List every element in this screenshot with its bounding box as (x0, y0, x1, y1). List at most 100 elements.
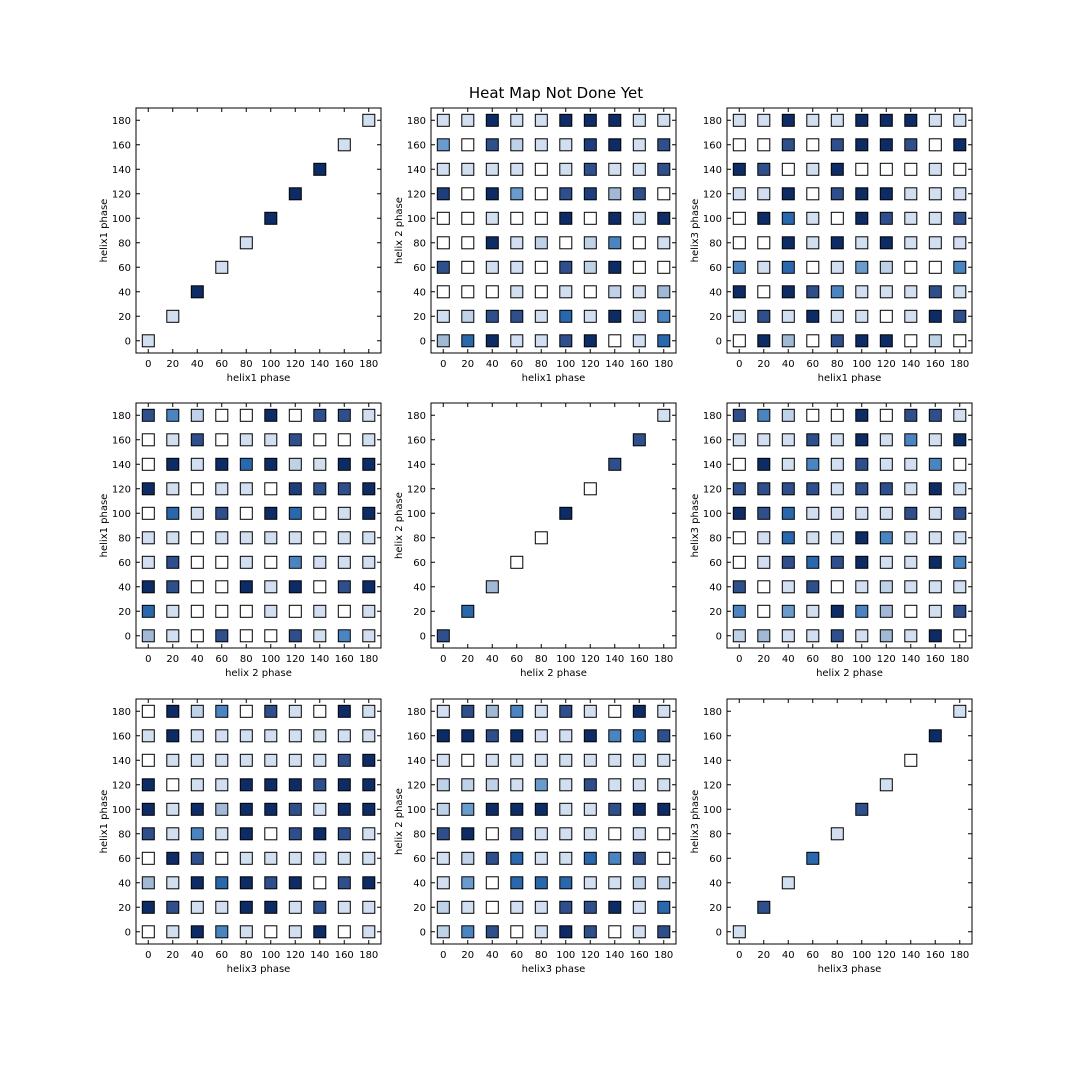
heatmap-cell (141, 753, 155, 767)
heatmap-cell (855, 211, 869, 225)
heatmap-cell (904, 211, 918, 225)
heatmap-cell (953, 408, 967, 422)
heatmap-cell (559, 778, 573, 792)
heatmap-cell (559, 236, 573, 250)
heatmap-cell (534, 925, 548, 939)
heatmap-cell (806, 604, 820, 618)
y-tick-label: 40 (118, 582, 131, 593)
heatmap-cell (534, 260, 548, 274)
heatmap-cell (510, 309, 524, 323)
heatmap-cell (510, 876, 524, 890)
heatmap-cell (657, 753, 671, 767)
x-tick-label: 180 (359, 950, 378, 961)
x-tick-label: 60 (510, 950, 523, 961)
heatmap-cell (264, 457, 278, 471)
heatmap-cell (239, 555, 253, 569)
y-tick-label: 180 (112, 116, 131, 127)
heatmap-cell (190, 851, 204, 865)
heatmap-cell (337, 729, 351, 743)
heatmap-cell (928, 408, 942, 422)
heatmap-cell (732, 629, 746, 643)
heatmap-cell (485, 827, 499, 841)
heatmap-cell (166, 851, 180, 865)
heatmap-cell (288, 876, 302, 890)
y-tick-label: 120 (703, 780, 722, 791)
heatmap-cell (264, 433, 278, 447)
heatmap-cell (141, 457, 155, 471)
heatmap-cell (806, 851, 820, 865)
heatmap-cell (657, 285, 671, 299)
heatmap-cell (264, 408, 278, 422)
heatmap-cell (313, 629, 327, 643)
heatmap-cell (830, 629, 844, 643)
heatmap-cell (657, 827, 671, 841)
heatmap-cell (215, 900, 229, 914)
heatmap-cell (732, 580, 746, 594)
subplot-3: 0 20 40 60 80 100 120 140 160 180 0 20 40 60 80 100 120 1… (690, 107, 973, 384)
heatmap-cell (953, 580, 967, 594)
x-tick-label: 140 (901, 359, 920, 370)
x-axis-label: helix3 phase (522, 964, 586, 975)
heatmap-cell (264, 778, 278, 792)
heatmap-cell (215, 531, 229, 545)
heatmap-cell (534, 138, 548, 152)
x-axis-label: helix 2 phase (225, 668, 292, 679)
heatmap-cell (239, 900, 253, 914)
heatmap-cell (608, 309, 622, 323)
heatmap-cell (806, 580, 820, 594)
heatmap-cell (732, 408, 746, 422)
heatmap-cell (190, 285, 204, 299)
heatmap-cell (757, 555, 771, 569)
heatmap-cell (485, 876, 499, 890)
heatmap-cell (953, 482, 967, 496)
x-tick-label: 0 (440, 654, 446, 665)
heatmap-cell (141, 851, 155, 865)
heatmap-cell (485, 187, 499, 201)
y-tick-label: 160 (407, 435, 426, 446)
heatmap-cell (879, 433, 893, 447)
heatmap-cell (436, 260, 450, 274)
heatmap-cell (436, 778, 450, 792)
heatmap-cell (559, 187, 573, 201)
heatmap-cell (337, 604, 351, 618)
heatmap-cell (559, 925, 573, 939)
heatmap-cell (461, 778, 475, 792)
heatmap-cell (855, 162, 869, 176)
heatmap-cell (510, 704, 524, 718)
heatmap-cell (830, 236, 844, 250)
heatmap-cell (953, 506, 967, 520)
heatmap-cell (485, 802, 499, 816)
x-tick-label: 80 (240, 359, 253, 370)
heatmap-cell (855, 555, 869, 569)
heatmap-cell (953, 162, 967, 176)
heatmap-cell (436, 851, 450, 865)
heatmap-cell (583, 113, 597, 127)
heatmap-cell (806, 138, 820, 152)
heatmap-cell (534, 729, 548, 743)
y-tick-label: 180 (407, 707, 426, 718)
y-tick-label: 0 (125, 927, 131, 938)
y-tick-label: 80 (413, 533, 426, 544)
x-tick-label: 100 (556, 359, 575, 370)
x-tick-label: 60 (806, 950, 819, 961)
heatmap-cell (781, 162, 795, 176)
heatmap-cell (313, 925, 327, 939)
x-tick-label: 20 (166, 654, 179, 665)
heatmap-cell (485, 729, 499, 743)
heatmap-cell (239, 704, 253, 718)
heatmap-cell (608, 236, 622, 250)
heatmap-cell (337, 408, 351, 422)
heatmap-cell (757, 285, 771, 299)
heatmap-cell (239, 580, 253, 594)
heatmap-cell (264, 729, 278, 743)
heatmap-cell (534, 285, 548, 299)
heatmap-cell (732, 531, 746, 545)
heatmap-cell (485, 580, 499, 594)
heatmap-cell (583, 138, 597, 152)
x-tick-label: 0 (145, 359, 151, 370)
heatmap-cell (583, 851, 597, 865)
heatmap-cell (904, 580, 918, 594)
y-tick-label: 60 (709, 854, 722, 865)
x-tick-label: 80 (831, 359, 844, 370)
heatmap-cell (732, 309, 746, 323)
